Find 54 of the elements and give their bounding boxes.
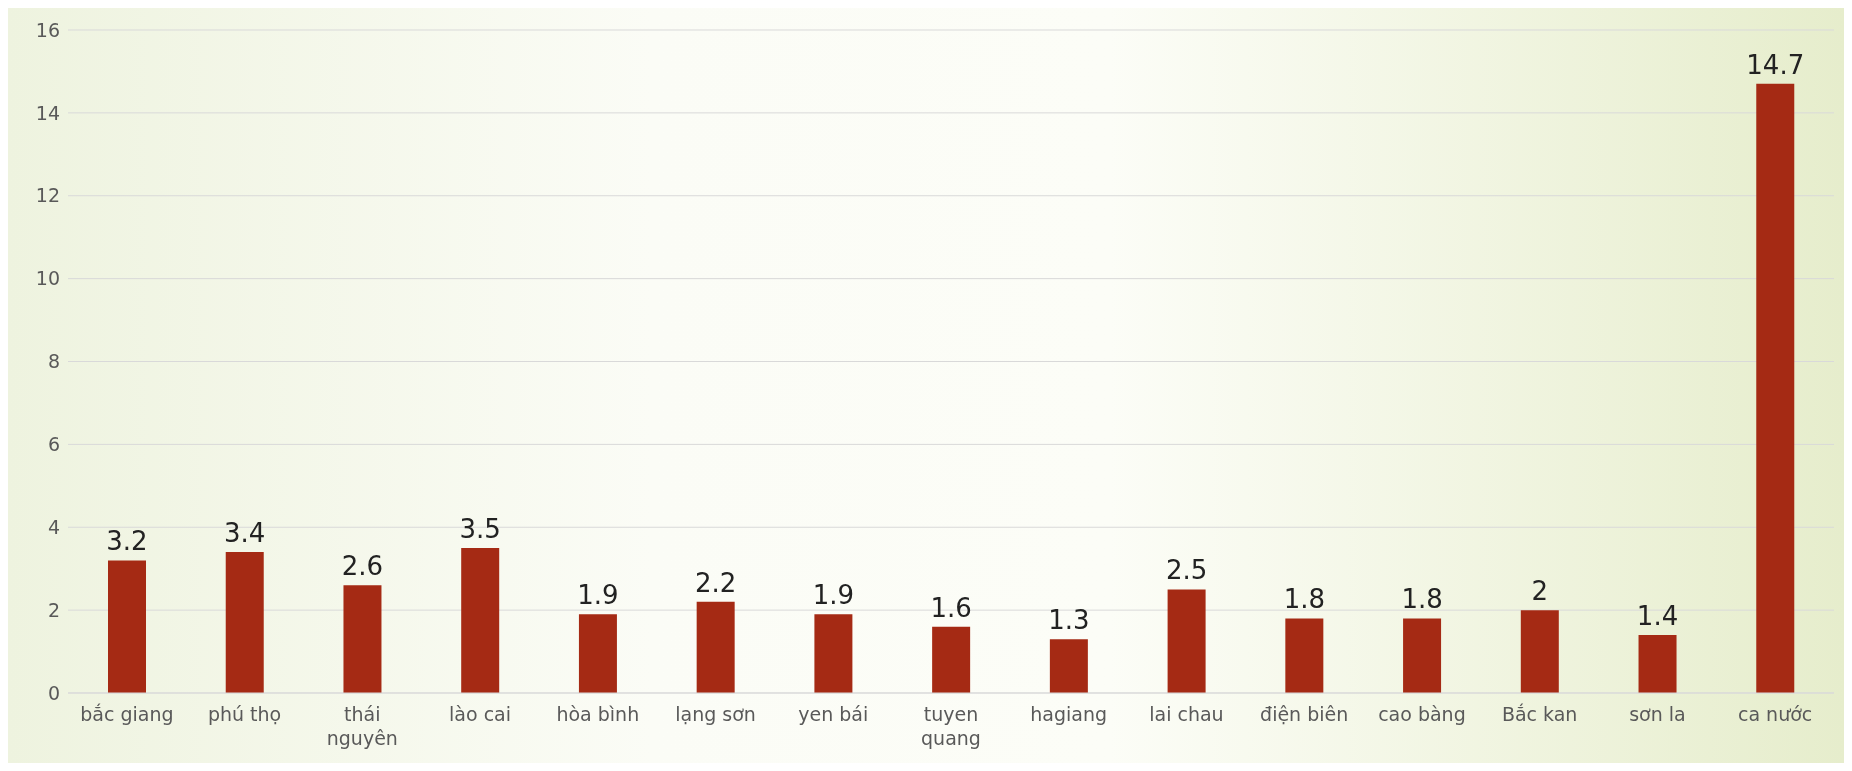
y-tick-label: 6 (47, 433, 60, 456)
bar (1049, 639, 1088, 693)
data-label: 14.7 (1746, 49, 1805, 80)
data-label: 2.5 (1165, 555, 1208, 586)
data-label: 3.2 (106, 526, 148, 557)
x-tick-label: hòa bình (556, 703, 640, 725)
x-tick-label: yen bái (798, 703, 869, 725)
bar (225, 552, 264, 693)
data-label: 1.6 (930, 592, 972, 623)
x-tick-label: lào cai (449, 703, 512, 725)
x-tick-label: hagiang (1030, 703, 1108, 725)
data-label: 1.9 (812, 580, 855, 611)
y-tick-label: 16 (35, 18, 60, 41)
bar (1520, 610, 1559, 693)
data-label: 1.8 (1283, 584, 1326, 615)
y-tick-label: 0 (47, 681, 60, 704)
data-label: 1.4 (1636, 600, 1679, 631)
x-tick-label: bắc giang (80, 703, 174, 725)
data-label: 1.3 (1048, 605, 1090, 636)
bar (1638, 634, 1677, 693)
data-label: 2.6 (341, 551, 384, 582)
x-tick-label: tuyen quang (921, 703, 981, 749)
bar (814, 614, 853, 693)
y-tick-label: 4 (47, 515, 60, 538)
data-label: 2.2 (694, 567, 737, 598)
data-label: 3.5 (459, 513, 501, 544)
bar (108, 560, 146, 693)
x-tick-label: lạng sơn (675, 703, 756, 725)
data-label: 2 (1531, 576, 1549, 607)
x-tick-label: phú thọ (207, 703, 282, 725)
bar (1167, 589, 1206, 693)
y-tick-label: 14 (35, 101, 60, 124)
y-tick-label: 10 (35, 267, 60, 290)
bar (1285, 618, 1324, 693)
y-tick-label: 12 (35, 184, 60, 207)
data-label: 3.4 (224, 518, 266, 549)
x-tick-label: cao bàng (1378, 703, 1466, 725)
bar (696, 601, 735, 693)
data-label: 1.9 (577, 580, 619, 611)
bar (932, 626, 971, 693)
x-tick-label: Bắc kan (1501, 703, 1578, 725)
data-label: 1.8 (1401, 584, 1443, 615)
x-tick-label: lai chau (1149, 703, 1224, 725)
x-tick-label: ca nước (1737, 703, 1813, 725)
bar (578, 614, 617, 693)
x-tick-label: thái nguyên (326, 703, 398, 749)
bar (461, 547, 500, 693)
y-tick-label: 2 (47, 598, 60, 621)
x-tick-label: điện biên (1260, 703, 1349, 725)
bar (1403, 618, 1442, 693)
bar (343, 585, 382, 693)
y-tick-label: 8 (47, 350, 60, 373)
x-tick-label: sơn la (1629, 703, 1686, 725)
bar (1756, 83, 1795, 693)
